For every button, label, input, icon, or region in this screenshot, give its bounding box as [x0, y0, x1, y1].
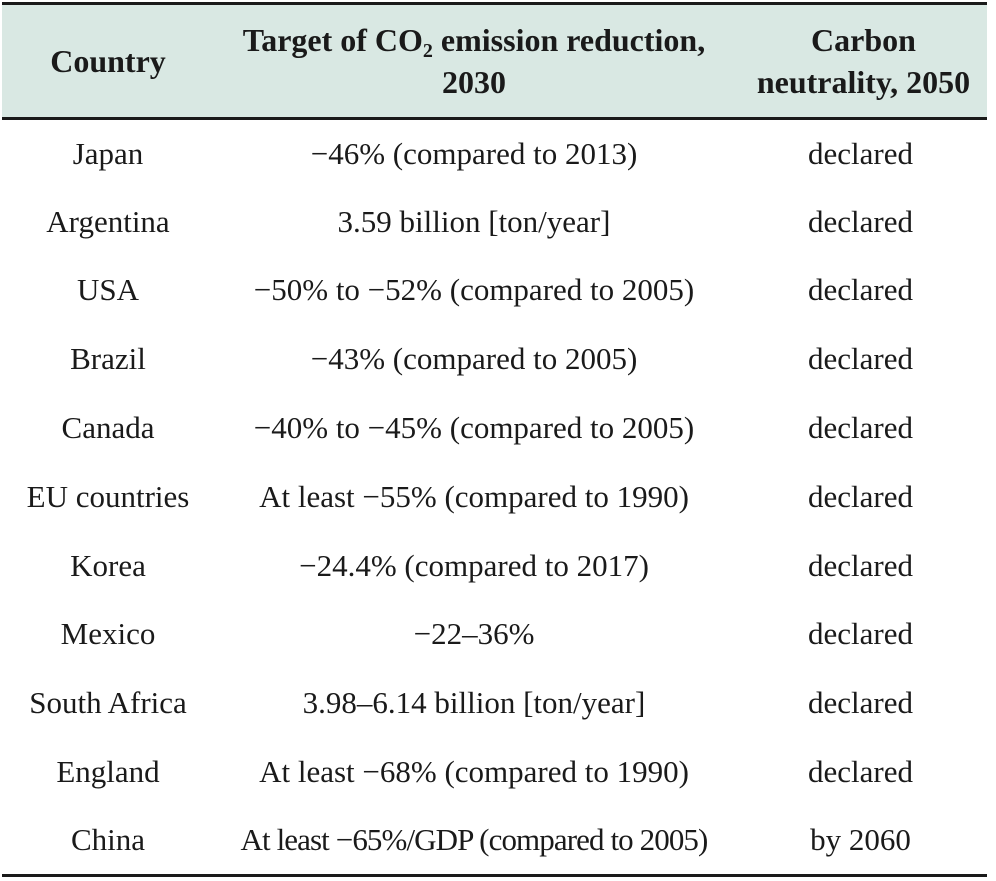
table-row: Brazil −43% (compared to 2005) declared [2, 325, 987, 394]
header-target-line2: 2030 [442, 64, 506, 100]
cell-neutrality: declared [808, 341, 913, 377]
cell-target: 3.59 billion [ton/year] [337, 203, 611, 239]
cell-neutrality: declared [808, 478, 913, 514]
cell-neutrality: by 2060 [734, 806, 987, 877]
table-row: Argentina 3.59 billion [ton/year] declared [2, 187, 987, 256]
cell-neutrality: declared [808, 135, 913, 171]
cell-neutrality: declared [808, 754, 913, 790]
cell-target: −43% (compared to 2005) [310, 341, 638, 377]
header-target-subscript: 2 [422, 40, 433, 62]
header-target-text-a: Target of CO [242, 22, 423, 58]
header-neutrality-line2: neutrality, 2050 [756, 64, 971, 100]
cell-country: USA [76, 272, 139, 308]
table-header: Country Target of CO2 emission reduction… [2, 2, 987, 120]
header-target-text-b: emission reduction, [432, 22, 706, 58]
cell-target: −40% to −45% (compared to 2005) [253, 410, 695, 446]
header-target-line1: Target of CO2 emission reduction, [242, 22, 706, 61]
cell-target: At least −68% (compared to 1990) [259, 754, 689, 790]
table-row: Japan −46% (compared to 2013) declared [2, 119, 987, 188]
cell-target: −46% (compared to 2013) [310, 135, 638, 171]
cell-target: −22–36% [413, 616, 535, 652]
table-body: Japan −46% (compared to 2013) declared Arge… [2, 119, 987, 877]
header-country-label: Country [50, 43, 166, 79]
header-country: Country [2, 2, 214, 120]
cell-neutrality: declared [808, 203, 913, 239]
cell-country: Korea [70, 547, 146, 583]
table-row: Korea −24.4% (compared to 2017) declared [2, 531, 987, 600]
cell-target: At least −55% (compared to 1990) [259, 478, 689, 514]
cell-neutrality: declared [808, 272, 913, 308]
table-row: USA −50% to −52% (compared to 2005) declar… [2, 256, 987, 325]
header-neutrality: Carbon neutrality, 2050 [734, 2, 987, 120]
table-row: South Africa 3.98–6.14 billion [ton/year]… [2, 669, 987, 738]
cell-target: 3.98–6.14 billion [ton/year] [302, 685, 646, 721]
cell-country: South Africa [29, 685, 187, 721]
cell-target: −24.4% (compared to 2017) [299, 547, 649, 583]
table-row: Canada −40% to −45% (compared to 2005) dec… [2, 394, 987, 463]
table-row: China At least −65%/GDP (compared to 2005… [2, 806, 987, 877]
cell-neutrality: declared [808, 616, 913, 652]
table-row: EU countries At least −55% (compared to 1… [2, 462, 987, 531]
header-neutrality-line1: Carbon [811, 22, 916, 58]
cell-country: Canada [61, 410, 155, 446]
cell-country: Argentina [46, 203, 170, 239]
cell-target: At least −65%/GDP (compared to 2005) [214, 806, 734, 877]
cell-neutrality: declared [808, 547, 913, 583]
table-row: Mexico −22–36% declared [2, 600, 987, 669]
cell-country: Japan [72, 135, 144, 171]
cell-country: Brazil [70, 341, 146, 377]
header-target: Target of CO2 emission reduction, 2030 [214, 2, 734, 120]
cell-neutrality: declared [808, 685, 913, 721]
table-row: England At least −68% (compared to 1990) d… [2, 738, 987, 807]
cell-target: −50% to −52% (compared to 2005) [253, 272, 695, 308]
cell-country: England [56, 754, 160, 790]
cell-country: EU countries [26, 478, 190, 514]
cell-country: China [2, 806, 214, 877]
cell-country: Mexico [60, 616, 156, 652]
cell-neutrality: declared [808, 410, 913, 446]
header-row: Country Target of CO2 emission reduction… [2, 2, 987, 120]
